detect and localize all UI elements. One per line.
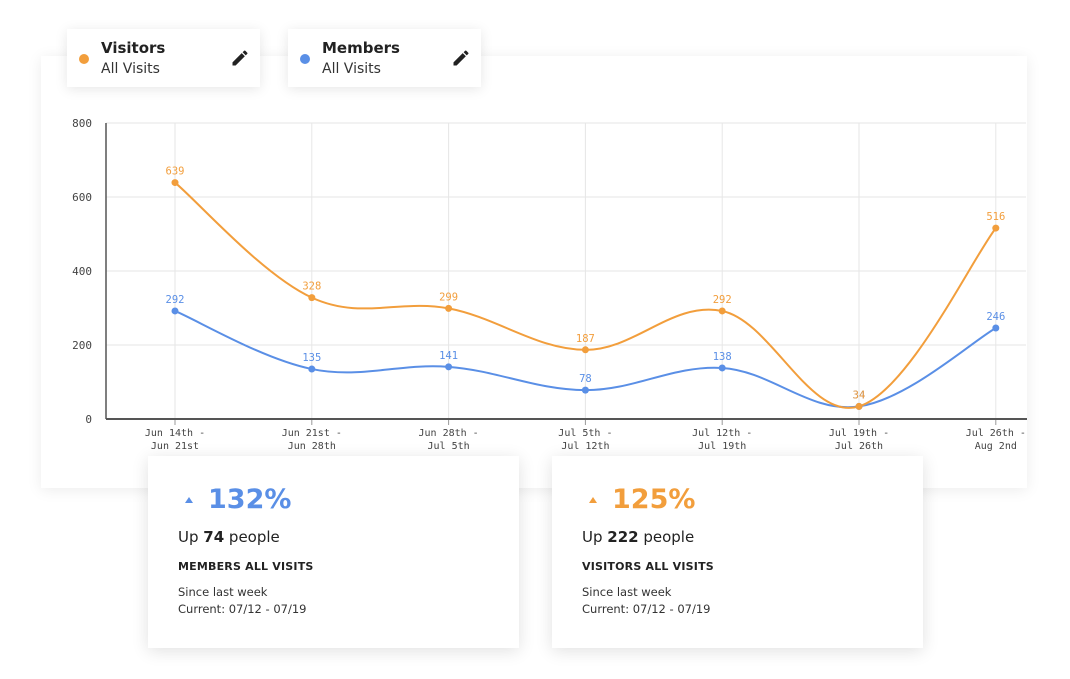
data-label-visitors: 516 (986, 211, 1005, 223)
data-label-members: 135 (302, 352, 321, 364)
x-tick-label: Jun 21st - (282, 428, 342, 439)
x-axis: Jun 14th - Jun 21st Jun 21st - Jun 28th Jun … (106, 418, 1027, 452)
data-point-members (992, 324, 1000, 332)
series-points (171, 179, 1000, 410)
data-point-visitors (581, 346, 589, 354)
data-point-members (581, 386, 589, 394)
x-tick-label: Jun 28th (288, 441, 336, 452)
data-label-visitors: 34 (853, 389, 866, 401)
data-label-visitors: 299 (439, 291, 458, 303)
data-label-members: 78 (579, 373, 592, 385)
data-point-members (308, 365, 316, 373)
stat-percent: 125% (612, 484, 696, 515)
data-point-visitors (445, 304, 453, 312)
stat-current: Current: 07/12 - 07/19 (178, 602, 307, 616)
data-label-visitors: 328 (302, 281, 321, 293)
members-color-dot (300, 54, 310, 64)
data-point-visitors (855, 402, 863, 410)
x-tick-label: Jul 12th (561, 441, 609, 452)
stat-percent: 132% (208, 484, 292, 515)
data-label-members: 292 (166, 294, 185, 306)
x-tick-label: Jul 19th - (829, 428, 889, 439)
x-tick-label: Jul 12th - (692, 428, 752, 439)
data-label-visitors: 639 (166, 166, 185, 178)
stat-card-visitors: 125% Up 222 people VISITORS ALL VISITS S… (552, 456, 923, 648)
data-point-visitors (171, 179, 179, 187)
y-tick-label: 200 (72, 339, 92, 352)
data-point-members (171, 307, 179, 315)
data-point-members (445, 363, 453, 371)
y-tick-label: 600 (72, 191, 92, 204)
y-axis: 0 200 400 600 800 (72, 117, 107, 426)
y-tick-label: 400 (72, 265, 92, 278)
data-point-visitors (308, 294, 316, 302)
stat-change: Up 74 people (178, 528, 280, 546)
data-label-visitors: 292 (713, 294, 732, 306)
y-tick-label: 800 (72, 117, 92, 130)
visitors-color-dot (79, 54, 89, 64)
data-label-members: 34 (853, 389, 866, 401)
stat-change: Up 222 people (582, 528, 695, 546)
data-label-members: 138 (713, 351, 732, 363)
x-tick-label: Jul 5th - (558, 428, 612, 439)
chart-grid (106, 122, 1026, 419)
stat-metric: VISITORS ALL VISITS (582, 560, 714, 573)
stat-current: Current: 07/12 - 07/19 (582, 602, 711, 616)
legend-members-name: Members (322, 39, 400, 57)
legend-visitors[interactable]: Visitors All Visits (67, 29, 260, 87)
data-point-visitors (718, 307, 726, 315)
legend-visitors-sub: All Visits (101, 61, 160, 77)
x-tick-label: Jun 28th - (418, 428, 478, 439)
data-point-members (718, 364, 726, 372)
legend-members[interactable]: Members All Visits (288, 29, 481, 87)
stat-since: Since last week (178, 585, 268, 599)
x-tick-label: Jul 26th (835, 441, 883, 452)
pencil-icon[interactable] (230, 48, 250, 68)
chart-panel (41, 56, 1027, 488)
up-arrow-icon (185, 497, 193, 503)
x-tick-label: Jun 14th - (145, 428, 205, 439)
data-label-members: 141 (439, 350, 458, 362)
x-tick-label: Jun 21st (151, 441, 199, 452)
legend-visitors-name: Visitors (101, 39, 166, 57)
pencil-icon[interactable] (451, 48, 471, 68)
x-tick-label: Jul 26th - (966, 428, 1026, 439)
stat-metric: MEMBERS ALL VISITS (178, 560, 314, 573)
x-tick-label: Jul 5th (428, 441, 470, 452)
stat-since: Since last week (582, 585, 672, 599)
up-arrow-icon (589, 497, 597, 503)
x-tick-label: Aug 2nd (975, 441, 1017, 452)
stat-card-members: 132% Up 74 people MEMBERS ALL VISITS Sin… (148, 456, 519, 648)
legend-members-sub: All Visits (322, 61, 381, 77)
data-label-members: 246 (986, 311, 1005, 323)
data-point-visitors (992, 224, 1000, 232)
y-tick-label: 0 (85, 413, 92, 426)
data-label-visitors: 187 (576, 333, 595, 345)
x-tick-label: Jul 19th (698, 441, 746, 452)
